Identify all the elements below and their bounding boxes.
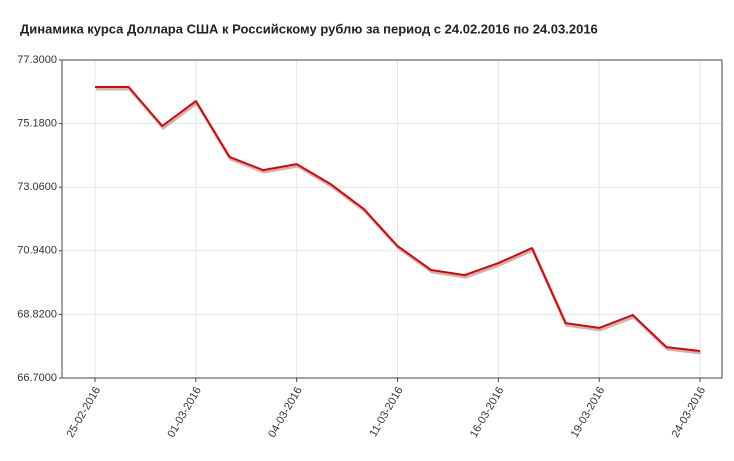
chart-title: Динамика курса Доллара США к Российскому… <box>20 21 598 36</box>
line-shadow <box>96 87 702 355</box>
line <box>95 86 701 352</box>
y-tick-label: 70.9400 <box>17 245 57 257</box>
x-tick-label: 01-03-2016 <box>165 385 204 440</box>
x-tick-label: 19-03-2016 <box>569 385 608 440</box>
x-tick-label: 16-03-2016 <box>468 385 507 440</box>
x-tick-label: 04-03-2016 <box>266 385 305 440</box>
plot-frame <box>61 59 723 379</box>
y-tick-label: 73.0600 <box>17 181 57 193</box>
y-tick-label: 77.3000 <box>17 54 57 66</box>
x-tick-label: 24-03-2016 <box>670 385 709 440</box>
y-tick-label: 66.7000 <box>17 372 57 384</box>
y-tick-label: 75.1800 <box>17 118 57 130</box>
x-tick-label: 25-02-2016 <box>65 385 104 440</box>
y-tick-label: 68.8200 <box>17 308 57 320</box>
x-tick-label: 11-03-2016 <box>367 385 405 439</box>
